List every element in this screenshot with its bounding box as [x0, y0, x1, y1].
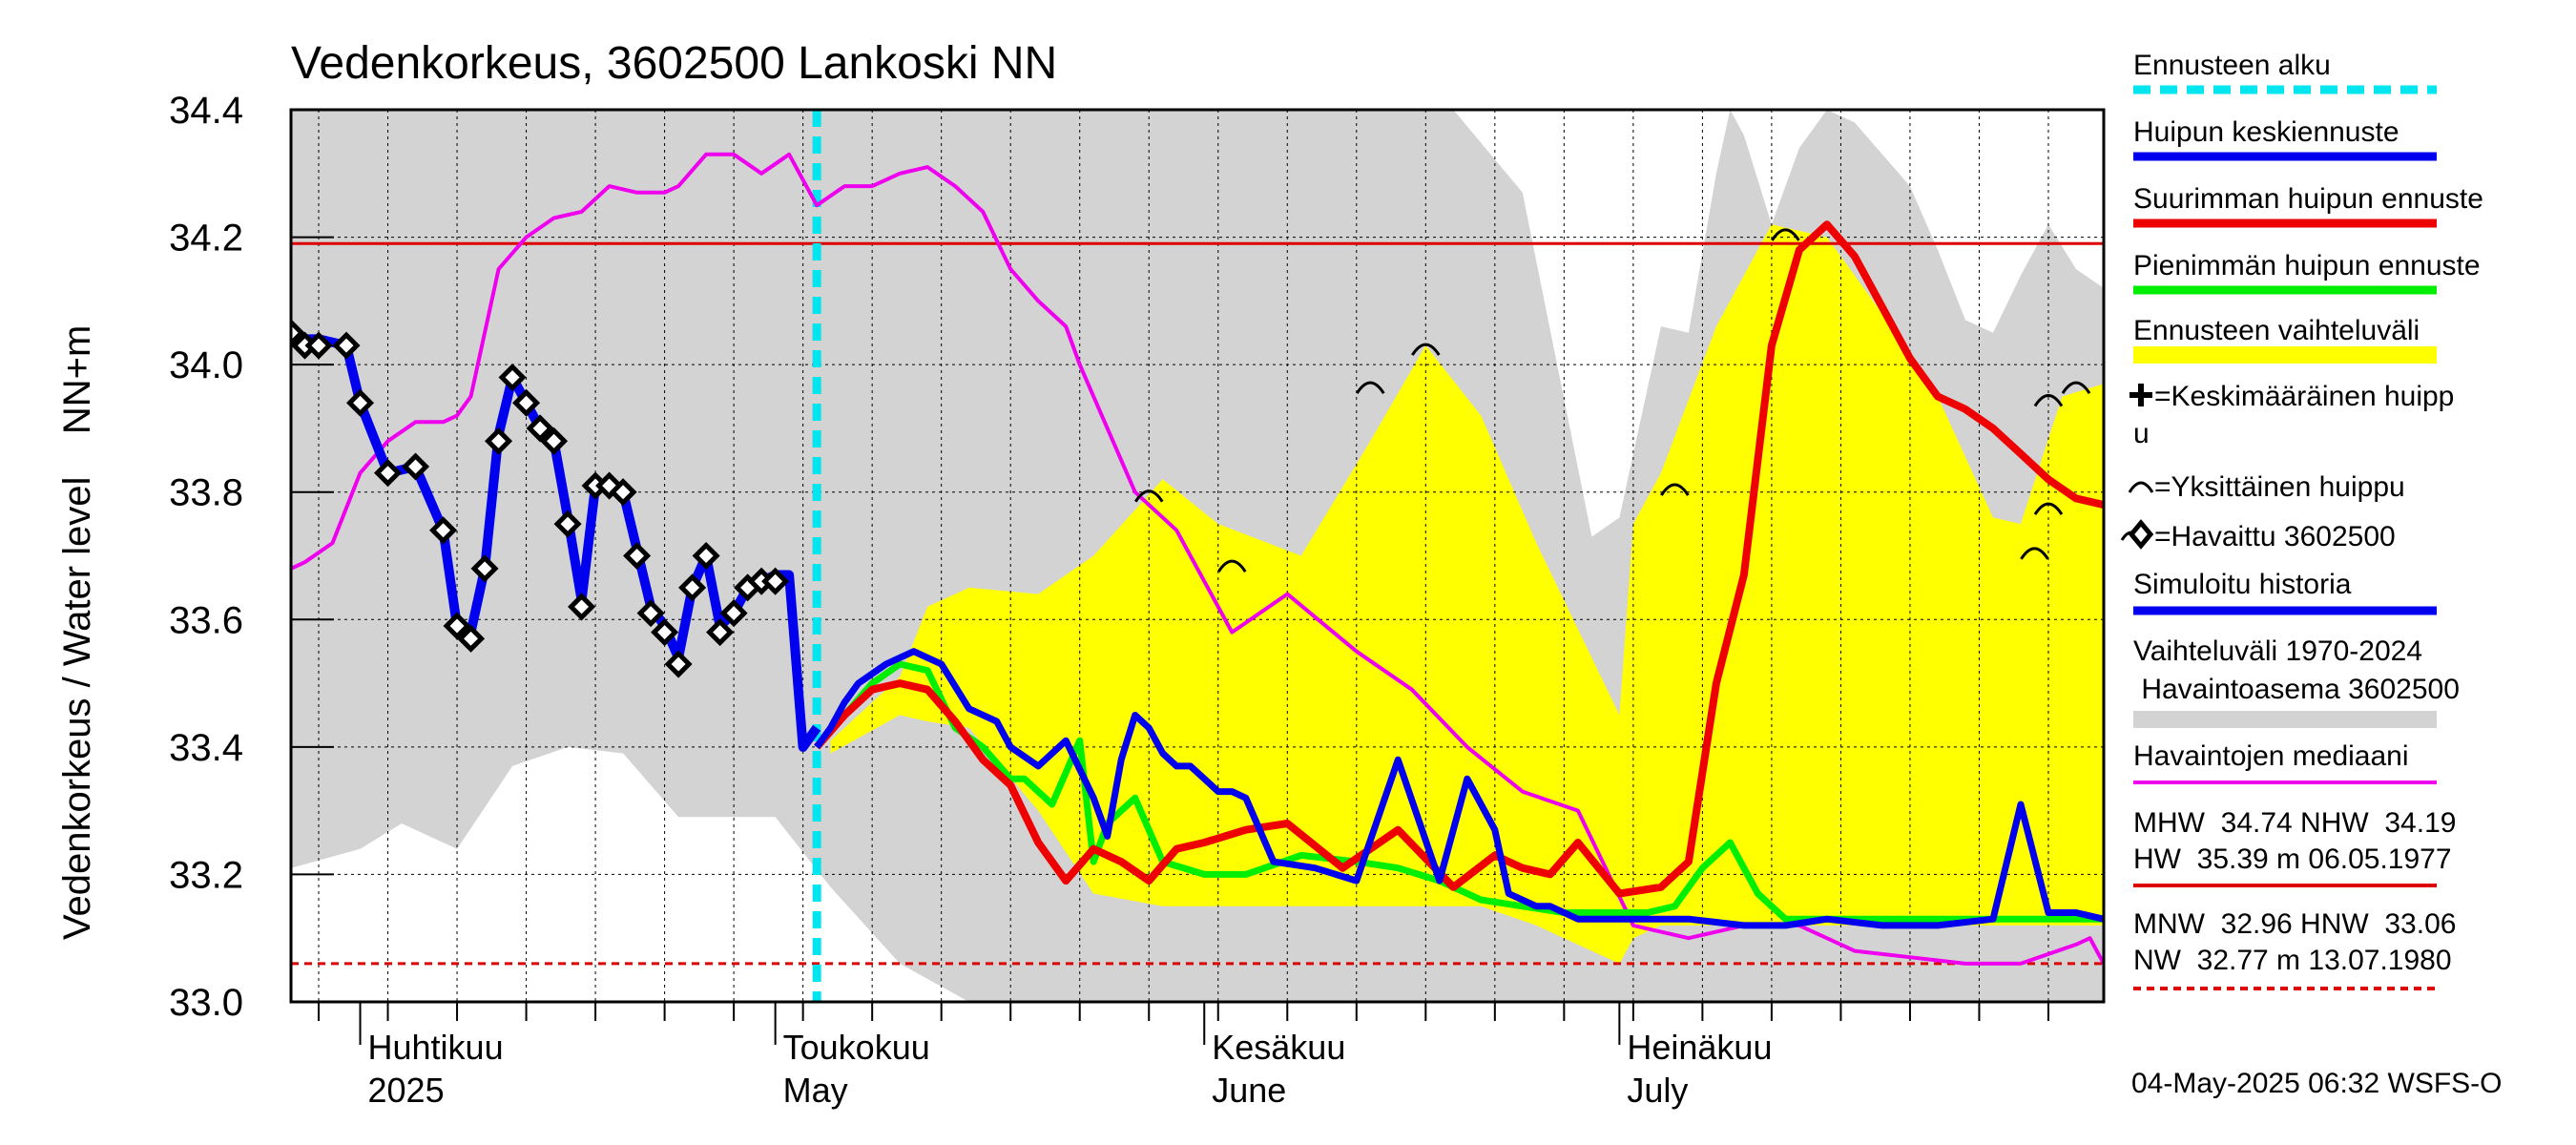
y-tick-label: 34.4 — [169, 90, 243, 132]
observed-point — [401, 452, 430, 481]
legend-stats-low-2: NW 32.77 m 13.07.1980 — [2133, 945, 2452, 976]
legend: Ennusteen alku Huipun keskiennuste Suurimm… — [2120, 50, 2503, 1099]
series-line-huipun-keskiennuste — [814, 648, 2104, 929]
y-axis-ticks: 33.0 33.2 33.4 33.6 33.8 34.0 34.2 34.4 — [169, 90, 334, 1024]
legend-stats-high-1: MHW 34.74 NHW 34.19 — [2133, 807, 2456, 839]
observed-point — [443, 612, 471, 640]
y-axis-label: Vedenkorkeus / Water level NN+m — [56, 325, 98, 940]
month-label-fi: Toukokuu — [783, 1028, 930, 1067]
legend-observed-label: =Havaittu 3602500 — [2154, 521, 2396, 552]
legend-observed-symbol: =Havaittu 3602500 — [2120, 519, 2396, 552]
observed-point — [568, 593, 596, 621]
plot-area: 33.0 33.2 33.4 33.6 33.8 34.0 34.2 34.4 Huhtiku… — [169, 90, 2106, 1110]
observed-point — [498, 363, 527, 392]
observed-point — [651, 618, 679, 647]
observed-point — [664, 650, 693, 678]
observed-point — [345, 388, 375, 417]
legend-mean-peak-symbol: =Keskimääräinen huipp u — [2129, 381, 2454, 449]
observed-point — [761, 567, 790, 595]
legend-mean-peak-symbol-label-cont: u — [2133, 418, 2150, 449]
footer-timestamp: 04-May-2025 06:32 WSFS-O — [2131, 1068, 2503, 1099]
observed-point — [526, 414, 554, 443]
observed-point — [332, 331, 361, 360]
legend-range-label: Vaihteluväli 1970-2024 — [2133, 635, 2422, 667]
observed-point — [485, 427, 513, 455]
legend-stats-high-2: HW 35.39 m 06.05.1977 — [2133, 843, 2452, 875]
observed-point — [636, 599, 665, 628]
observed-point — [623, 541, 652, 571]
observed-point — [595, 471, 624, 500]
legend-label-mean-peak: Huipun keskiennuste — [2133, 116, 2399, 148]
peak-marker — [2020, 547, 2049, 560]
chart-title: Vedenkorkeus, 3602500 Lankoski NN — [291, 38, 1057, 89]
series-line-havaintojen-mediaani — [291, 152, 2104, 966]
y-tick-label: 33.8 — [169, 472, 243, 514]
observed-markers — [291, 319, 790, 678]
plot-frame — [289, 108, 2106, 1004]
legend-simulated-label: Simuloitu historia — [2133, 569, 2352, 600]
legend-label-forecast-range: Ennusteen vaihteluväli — [2133, 315, 2420, 346]
observed-point — [373, 459, 403, 488]
month-label-fi: Heinäkuu — [1627, 1028, 1772, 1067]
month-label-en: 2025 — [368, 1071, 445, 1110]
y-tick-label: 34.0 — [169, 344, 243, 386]
y-tick-label: 33.2 — [169, 854, 243, 896]
peak-marker — [1216, 559, 1247, 573]
observed-point — [719, 599, 748, 628]
peak-marker — [1660, 483, 1690, 496]
month-label-en: June — [1212, 1071, 1286, 1110]
legend-label-max-peak: Suurimman huipun ennuste — [2133, 183, 2483, 215]
y-tick-label: 33.6 — [169, 599, 243, 641]
legend-single-peak-label: =Yksittäinen huippu — [2154, 471, 2405, 503]
month-label-fi: Kesäkuu — [1212, 1028, 1345, 1067]
peak-marker — [1133, 489, 1164, 503]
legend-stats-low-1: MNW 32.96 HNW 33.06 — [2133, 908, 2456, 940]
y-tick-label: 33.4 — [169, 727, 243, 769]
diamond-icon — [2128, 519, 2154, 550]
legend-label-forecast-start: Ennusteen alku — [2133, 50, 2331, 81]
legend-range-label-cont: Havaintoasema 3602500 — [2133, 674, 2460, 705]
peak-marker — [2033, 394, 2064, 407]
observed-point — [512, 388, 541, 417]
observed-point — [692, 541, 720, 571]
month-label-en: May — [783, 1071, 848, 1110]
observed-point — [304, 331, 333, 360]
peak-marker — [1771, 228, 1800, 241]
grid-lines — [291, 110, 2104, 1002]
observed-point — [457, 624, 486, 653]
y-tick-label: 33.0 — [169, 982, 243, 1024]
observed-point — [291, 319, 305, 347]
observed-point — [678, 573, 707, 602]
legend-line-items: Ennusteen alku Huipun keskiennuste Suurimm… — [2133, 50, 2483, 364]
observed-point — [609, 478, 637, 507]
legend-single-peak-symbol: =Yksittäinen huippu — [2128, 471, 2405, 503]
legend-median-label: Havaintojen mediaani — [2133, 740, 2409, 772]
peak-marker — [2033, 502, 2064, 515]
observed-point — [470, 554, 499, 583]
observed-point — [429, 516, 458, 545]
plus-icon — [2129, 384, 2152, 406]
legend-label-min-peak: Pienimmän huipun ennuste — [2133, 250, 2481, 281]
peak-marker — [1411, 343, 1441, 356]
month-label-fi: Huhtikuu — [368, 1028, 504, 1067]
peak-arc-icon — [2128, 481, 2154, 493]
observed-point — [540, 427, 569, 455]
peak-marker — [2061, 381, 2091, 395]
month-label-en: July — [1627, 1071, 1688, 1110]
series-line-suurimman-huipun-ennuste — [814, 220, 2104, 898]
legend-mean-peak-symbol-label: =Keskimääräinen huipp — [2154, 381, 2454, 412]
observed-point — [706, 618, 735, 647]
y-tick-label: 34.2 — [169, 218, 243, 260]
observed-point — [553, 510, 582, 538]
legend-range-swatch — [2133, 711, 2437, 728]
peak-marker — [1356, 381, 1385, 395]
peak-markers — [1133, 228, 2091, 573]
month-labels: Huhtikuu 2025 Toukokuu May Kesäkuu June Heinäk… — [359, 1002, 1772, 1110]
x-axis-ticks — [318, 1002, 2049, 1021]
